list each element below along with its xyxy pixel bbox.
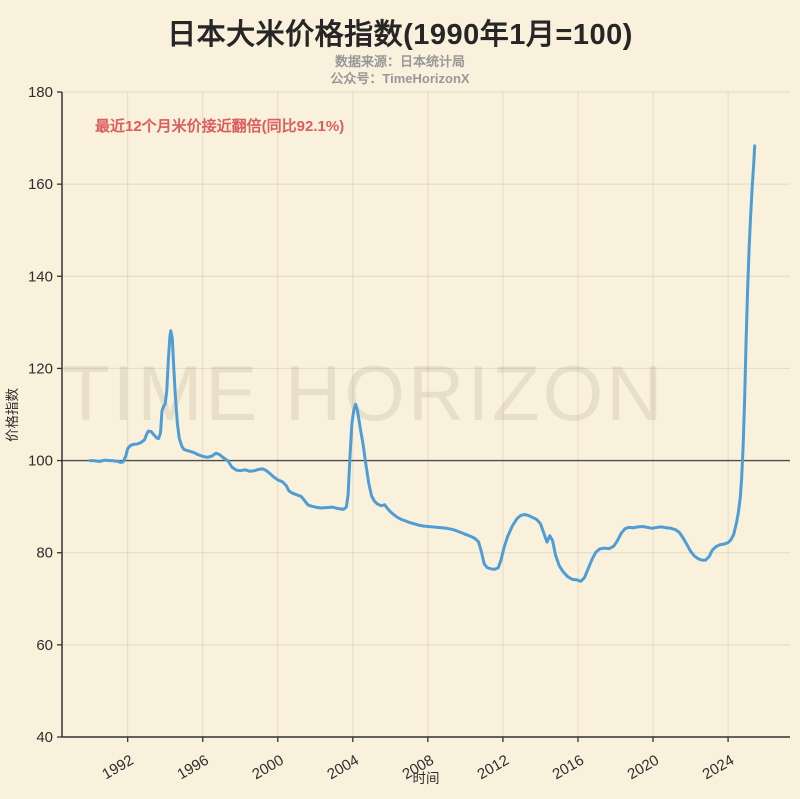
x-tick-label: 2000 (249, 752, 286, 783)
price-surge-annotation: 最近12个月米价接近翻倍(同比92.1%) (95, 118, 345, 135)
x-tick-label: 2004 (324, 752, 361, 783)
x-tick-label: 2016 (550, 752, 587, 783)
y-tick-label: 180 (28, 84, 53, 101)
x-tick-label: 1996 (174, 752, 211, 783)
y-tick-label: 160 (28, 176, 53, 193)
y-tick-label: 40 (36, 729, 53, 746)
watermark: TIME HORIZON (62, 349, 666, 437)
axis-ticks (57, 91, 729, 742)
x-tick-label: 2012 (475, 752, 512, 783)
chart-title: 日本大米价格指数(1990年1月=100) (167, 19, 633, 51)
gridlines (62, 91, 790, 738)
axis-spines (61, 92, 790, 738)
y-tick-label: 80 (36, 545, 53, 562)
x-axis-label: 时间 (413, 771, 440, 786)
y-tick-label: 60 (36, 637, 53, 654)
x-tick-label: 2020 (625, 752, 662, 783)
y-tick-label: 120 (28, 360, 53, 377)
x-tick-label: 1992 (99, 752, 136, 783)
y-axis-label: 价格指数 (5, 388, 20, 442)
price-index-line (88, 144, 757, 583)
y-tick-label: 140 (28, 268, 53, 285)
x-tick-label: 2024 (700, 752, 737, 783)
y-tick-label: 100 (28, 453, 53, 470)
data-source-subtitle: 数据来源：日本统计局 (334, 54, 465, 69)
wechat-account-subtitle: 公众号：TimeHorizonX (330, 71, 470, 86)
